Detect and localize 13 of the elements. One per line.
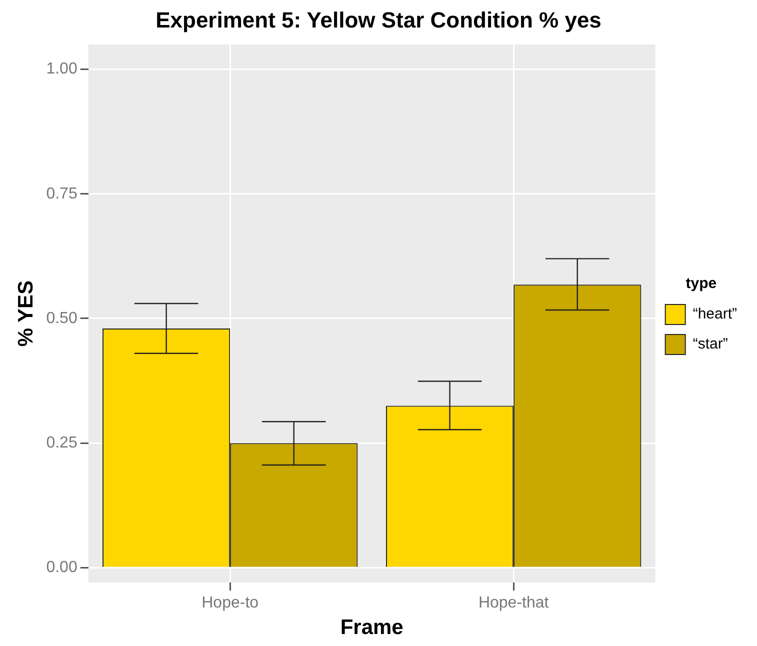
chart-title: Experiment 5: Yellow Star Condition % yes (156, 7, 602, 32)
x-tick-label: Hope-to (202, 594, 259, 612)
legend-label: “star” (692, 336, 728, 353)
y-tick-label: 0.50 (46, 310, 78, 327)
y-tick-label: 0.75 (46, 185, 78, 202)
y-tick-label: 0.00 (46, 559, 78, 576)
y-tick-label: 1.00 (46, 60, 78, 78)
x-tick-label: Hope-that (478, 594, 550, 612)
legend-label: “heart” (692, 306, 738, 323)
y-tick-label: 0.25 (46, 434, 78, 452)
x-axis-title: Frame (340, 616, 404, 640)
legend-title: type (686, 275, 717, 292)
y-axis-title: % YES (14, 280, 38, 347)
